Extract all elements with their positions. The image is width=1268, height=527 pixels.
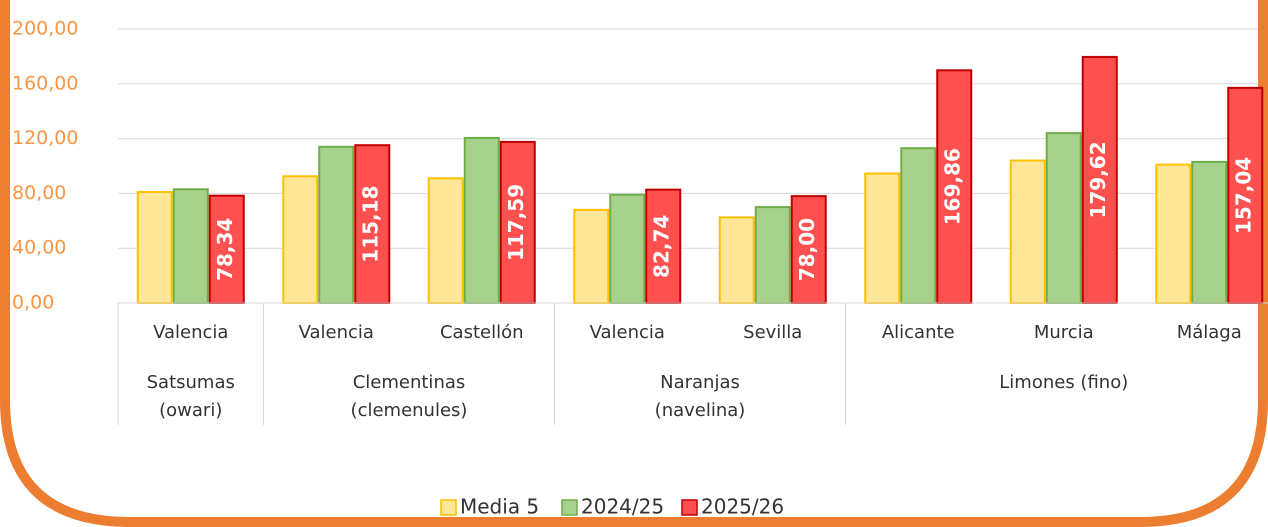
bar (936, 69, 973, 305)
bar (609, 193, 646, 305)
x-tick-label: Valencia (153, 322, 228, 343)
group-label: Clementinas (353, 372, 466, 393)
bar (354, 144, 391, 304)
group-label: Naranjas (660, 372, 740, 393)
y-tick-label: 200,00 (12, 18, 78, 40)
legend-label: 2025/26 (701, 495, 784, 519)
bar (427, 177, 464, 304)
value-label: 169,86 (941, 148, 965, 225)
x-tick-label: Málaga (1177, 322, 1242, 343)
value-label: 117,59 (504, 184, 528, 261)
legend-swatch (440, 499, 457, 516)
bar (864, 172, 901, 304)
bar (282, 175, 319, 304)
bar (1191, 160, 1228, 304)
x-tick-label: Alicante (882, 322, 955, 343)
value-label: 78,00 (795, 218, 819, 281)
bar (790, 195, 827, 304)
x-tick-label: Valencia (299, 322, 374, 343)
bar (754, 206, 791, 305)
bar (1045, 132, 1082, 304)
bar (1227, 86, 1264, 305)
bar (718, 216, 755, 304)
x-tick-label: Sevilla (743, 322, 802, 343)
bar (499, 140, 536, 304)
group-label: Satsumas (147, 372, 235, 393)
x-tick-label: Murcia (1034, 322, 1094, 343)
legend-label: Media 5 (460, 495, 539, 519)
value-label: 82,74 (650, 215, 674, 278)
x-tick-label: Valencia (590, 322, 665, 343)
value-label: 157,04 (1232, 157, 1256, 234)
bar (900, 147, 937, 304)
bar (463, 136, 500, 304)
legend-label: 2024/25 (581, 495, 664, 519)
legend-swatch (681, 499, 698, 516)
bar (172, 188, 209, 304)
bar (136, 191, 173, 304)
value-label: 78,34 (213, 218, 237, 281)
group-label: Limones (fino) (999, 372, 1128, 393)
value-label: 179,62 (1086, 141, 1110, 218)
y-tick-label: 80,00 (12, 182, 66, 204)
y-tick-label: 0,00 (12, 292, 54, 314)
bar (1155, 163, 1192, 304)
y-tick-label: 120,00 (12, 127, 78, 149)
bar (573, 208, 610, 304)
bar (1009, 159, 1046, 304)
value-label: 115,18 (359, 186, 383, 263)
y-tick-label: 40,00 (12, 237, 66, 259)
legend-swatch (561, 499, 578, 516)
group-label: (navelina) (655, 400, 746, 421)
group-label: (owari) (159, 400, 222, 421)
x-tick-label: Castellón (440, 322, 524, 343)
bar (318, 145, 355, 304)
bar (1081, 55, 1118, 305)
y-tick-label: 160,00 (12, 72, 78, 94)
group-label: (clemenules) (351, 400, 468, 421)
